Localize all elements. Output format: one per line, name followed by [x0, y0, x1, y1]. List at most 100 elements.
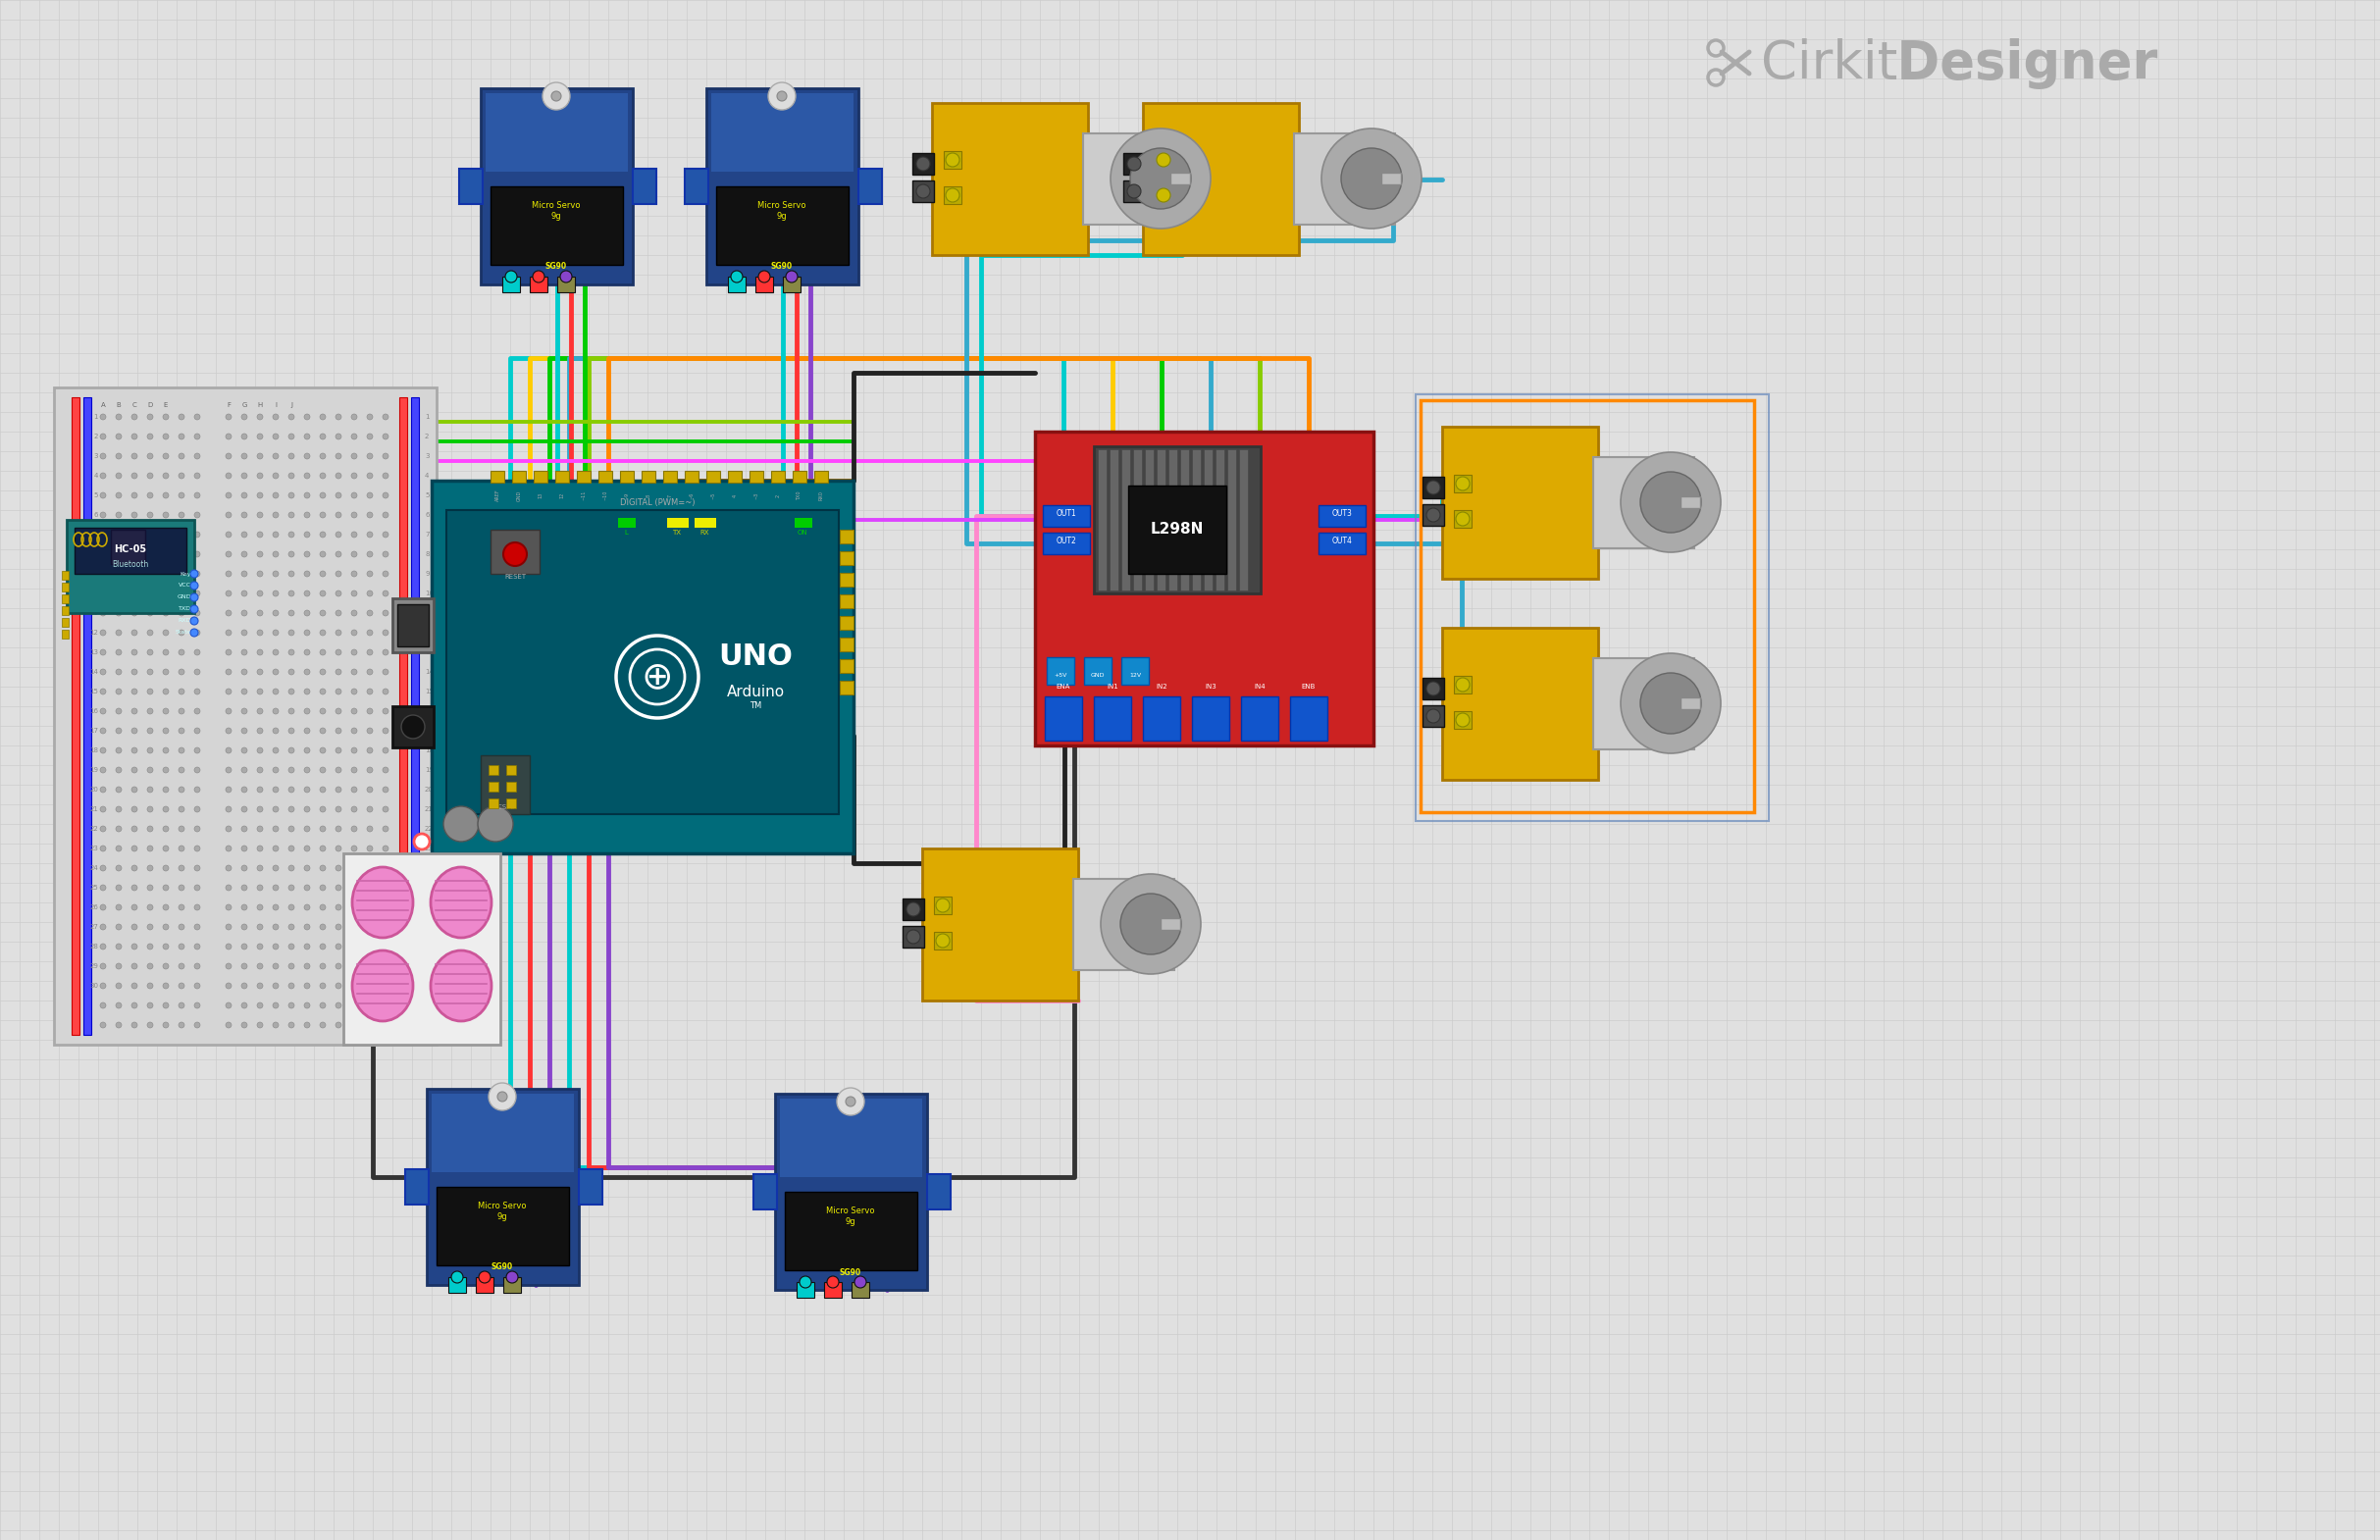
Bar	[1109, 450, 1119, 590]
Circle shape	[785, 271, 797, 282]
Circle shape	[367, 434, 374, 439]
Text: 2: 2	[93, 434, 98, 439]
Circle shape	[190, 618, 198, 625]
Circle shape	[336, 1023, 340, 1029]
Text: 29: 29	[424, 962, 433, 969]
Circle shape	[100, 983, 107, 989]
Text: AREF: AREF	[495, 490, 500, 502]
Text: 7: 7	[669, 494, 674, 497]
Circle shape	[240, 962, 248, 969]
Circle shape	[100, 610, 107, 616]
Circle shape	[319, 983, 326, 989]
Circle shape	[162, 1003, 169, 1009]
Circle shape	[274, 708, 278, 715]
Circle shape	[367, 571, 374, 578]
Circle shape	[131, 590, 138, 596]
Circle shape	[274, 845, 278, 852]
Circle shape	[352, 924, 357, 930]
Bar	[488, 798, 497, 808]
Circle shape	[305, 885, 309, 890]
Circle shape	[131, 845, 138, 852]
Circle shape	[148, 571, 152, 578]
Text: ~9: ~9	[624, 491, 628, 499]
Circle shape	[178, 944, 183, 950]
Text: 23: 23	[90, 845, 98, 852]
Text: TXD: TXD	[178, 607, 190, 611]
Circle shape	[148, 551, 152, 557]
Bar	[1145, 450, 1154, 590]
Circle shape	[288, 787, 295, 793]
Bar	[840, 594, 854, 608]
Bar	[685, 471, 697, 482]
Circle shape	[178, 493, 183, 499]
Circle shape	[305, 767, 309, 773]
Bar	[597, 471, 612, 482]
Circle shape	[383, 688, 388, 695]
Text: A: A	[100, 402, 105, 408]
Circle shape	[319, 453, 326, 459]
Bar	[1240, 696, 1278, 741]
Circle shape	[178, 630, 183, 636]
Circle shape	[178, 983, 183, 989]
Circle shape	[148, 1023, 152, 1029]
Circle shape	[195, 434, 200, 439]
Circle shape	[305, 747, 309, 753]
Circle shape	[148, 630, 152, 636]
Bar	[840, 681, 854, 695]
Circle shape	[367, 688, 374, 695]
Circle shape	[1457, 511, 1468, 525]
Circle shape	[505, 271, 516, 282]
Circle shape	[383, 924, 388, 930]
Text: Micro Servo
9g: Micro Servo 9g	[826, 1206, 876, 1226]
Circle shape	[352, 983, 357, 989]
Circle shape	[178, 434, 183, 439]
Circle shape	[352, 962, 357, 969]
Bar	[1380, 172, 1402, 185]
Circle shape	[319, 668, 326, 675]
Circle shape	[383, 747, 388, 753]
Bar	[902, 926, 923, 947]
Circle shape	[257, 904, 262, 910]
Circle shape	[195, 708, 200, 715]
Circle shape	[288, 453, 295, 459]
Text: 1: 1	[424, 414, 428, 420]
Circle shape	[352, 708, 357, 715]
Circle shape	[131, 904, 138, 910]
Circle shape	[352, 825, 357, 832]
Circle shape	[257, 845, 262, 852]
Circle shape	[148, 825, 152, 832]
Circle shape	[443, 807, 478, 841]
Bar	[781, 1098, 921, 1177]
Circle shape	[336, 983, 340, 989]
Bar	[852, 1281, 869, 1298]
Bar	[1123, 180, 1145, 202]
Text: OUT2: OUT2	[1057, 536, 1076, 545]
Circle shape	[367, 904, 374, 910]
Circle shape	[178, 728, 183, 733]
Bar	[1421, 400, 1754, 812]
Circle shape	[319, 865, 326, 872]
Circle shape	[288, 708, 295, 715]
Circle shape	[274, 962, 278, 969]
Circle shape	[336, 962, 340, 969]
Circle shape	[367, 650, 374, 654]
Text: 19: 19	[424, 767, 433, 773]
Text: OUT4: OUT4	[1333, 536, 1352, 545]
Circle shape	[240, 531, 248, 537]
Circle shape	[274, 434, 278, 439]
Circle shape	[367, 983, 374, 989]
Bar	[507, 782, 516, 792]
Circle shape	[195, 453, 200, 459]
Bar	[1073, 879, 1173, 970]
Circle shape	[257, 493, 262, 499]
Circle shape	[162, 924, 169, 930]
Text: SG90: SG90	[490, 1263, 514, 1272]
Text: 28: 28	[424, 944, 433, 950]
Circle shape	[240, 924, 248, 930]
Circle shape	[352, 453, 357, 459]
Bar	[840, 659, 854, 673]
Circle shape	[226, 688, 231, 695]
Bar	[62, 630, 69, 639]
Circle shape	[383, 767, 388, 773]
Circle shape	[257, 708, 262, 715]
